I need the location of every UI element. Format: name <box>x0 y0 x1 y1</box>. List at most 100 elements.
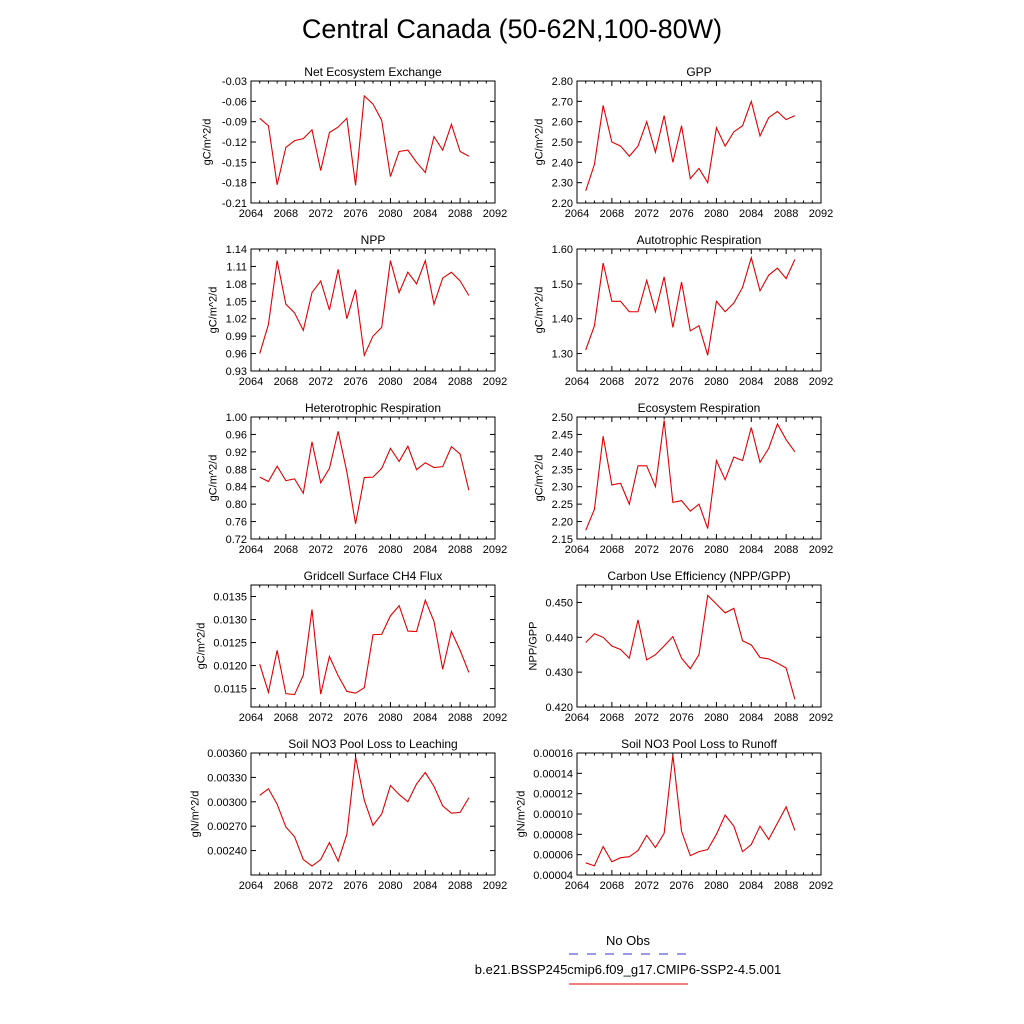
legend-label-no-obs: No Obs <box>606 933 651 948</box>
plot-frame <box>576 80 822 204</box>
x-tick-label: 2084 <box>739 880 763 892</box>
x-tick-label: 2072 <box>308 880 332 892</box>
x-tick-label: 2076 <box>343 712 367 724</box>
y-tick-label: 0.00004 <box>533 870 573 882</box>
y-tick-label: 2.80 <box>552 76 573 88</box>
y-tick-label: 0.00330 <box>207 772 247 784</box>
x-tick-label: 2092 <box>809 544 833 556</box>
y-tick-label: -0.12 <box>222 137 247 149</box>
x-tick-label: 2072 <box>308 712 332 724</box>
y-tick-label: 2.20 <box>552 198 573 210</box>
y-tick-label: 0.0125 <box>213 638 247 650</box>
x-tick-label: 2084 <box>739 712 763 724</box>
x-tick-label: 2084 <box>739 208 763 220</box>
y-tick-label: 0.88 <box>226 464 247 476</box>
plot-frame <box>576 584 822 708</box>
x-tick-label: 2068 <box>600 880 624 892</box>
y-axis-label: gC/m^2/d <box>534 455 546 502</box>
y-tick-label: 1.60 <box>552 244 573 256</box>
y-tick-label: 0.99 <box>226 331 247 343</box>
y-tick-label: 2.50 <box>552 137 573 149</box>
y-tick-label: 0.80 <box>226 499 247 511</box>
x-tick-label: 2084 <box>739 376 763 388</box>
x-tick-label: 2068 <box>274 880 298 892</box>
panel-title: Gridcell Surface CH4 Flux <box>304 569 443 583</box>
panel-3: NPP 2064 2068 2072 2076 2080 2084 2088 2092 0.93 0… <box>208 233 508 388</box>
x-tick-label: 2088 <box>774 544 798 556</box>
y-tick-label: 2.70 <box>552 96 573 108</box>
x-tick-label: 2092 <box>809 712 833 724</box>
panel-9: Soil NO3 Pool Loss to Leaching 2064 2068 20… <box>189 737 507 892</box>
y-axis-label: gC/m^2/d <box>534 119 546 166</box>
x-tick-label: 2092 <box>483 208 507 220</box>
legend: No Obs b.e21.BSSP245cmip6.f09_g17.CMIP6-… <box>475 933 781 985</box>
y-tick-label: 0.0135 <box>213 592 247 604</box>
x-tick-label: 2092 <box>809 208 833 220</box>
series-line-1 <box>259 258 470 358</box>
x-tick-label: 2064 <box>239 376 263 388</box>
panel-title: Ecosystem Respiration <box>638 401 761 415</box>
x-tick-label: 2080 <box>704 712 728 724</box>
x-tick-label: 2076 <box>343 880 367 892</box>
y-tick-label: -0.03 <box>222 76 247 88</box>
y-tick-label: 0.00014 <box>533 768 573 780</box>
x-tick-label: 2072 <box>634 376 658 388</box>
plot-frame <box>250 248 496 372</box>
x-tick-label: 2092 <box>483 712 507 724</box>
x-tick-label: 2064 <box>239 544 263 556</box>
y-tick-label: 1.50 <box>552 279 573 291</box>
x-tick-label: 2084 <box>739 544 763 556</box>
y-tick-label: 0.93 <box>226 366 247 378</box>
y-tick-label: 2.35 <box>552 464 573 476</box>
x-tick-label: 2076 <box>343 544 367 556</box>
x-tick-label: 2076 <box>669 208 693 220</box>
x-tick-label: 2080 <box>378 712 402 724</box>
x-tick-label: 2076 <box>669 712 693 724</box>
y-tick-label: 2.40 <box>552 157 573 169</box>
x-tick-label: 2080 <box>704 208 728 220</box>
x-tick-label: 2076 <box>669 544 693 556</box>
plot-frame <box>250 80 496 204</box>
series-line-1 <box>585 99 796 191</box>
x-tick-label: 2068 <box>274 208 298 220</box>
x-tick-label: 2076 <box>669 880 693 892</box>
x-tick-label: 2068 <box>274 376 298 388</box>
y-tick-label: 2.25 <box>552 499 573 511</box>
x-tick-label: 2064 <box>239 208 263 220</box>
plot-frame <box>250 752 496 876</box>
panel-8: Carbon Use Efficiency (NPP/GPP) 2064 2068 2… <box>528 569 834 724</box>
y-tick-label: 0.00300 <box>207 797 247 809</box>
y-tick-label: 1.05 <box>226 296 247 308</box>
series-line-1 <box>585 594 796 700</box>
x-tick-label: 2080 <box>378 880 402 892</box>
y-tick-label: 0.76 <box>226 517 247 529</box>
plot-frame <box>250 416 496 540</box>
x-tick-label: 2088 <box>448 544 472 556</box>
panel-4: Autotrophic Respiration 2064 2068 2072 2076 2… <box>534 233 834 388</box>
series-line-1 <box>585 255 796 356</box>
series-line-1 <box>585 754 796 867</box>
panel-group: Net Ecosystem Exchange 2064 2068 2072 2076 20… <box>189 65 833 892</box>
panel-title: Soil NO3 Pool Loss to Runoff <box>621 737 778 751</box>
y-tick-label: 0.00012 <box>533 789 573 801</box>
x-tick-label: 2072 <box>634 208 658 220</box>
x-tick-label: 2080 <box>704 880 728 892</box>
x-tick-label: 2064 <box>565 880 589 892</box>
x-tick-label: 2088 <box>448 880 472 892</box>
x-tick-label: 2072 <box>308 208 332 220</box>
x-tick-label: 2064 <box>565 376 589 388</box>
x-tick-label: 2084 <box>413 376 437 388</box>
x-tick-label: 2068 <box>274 712 298 724</box>
y-tick-label: 0.00240 <box>207 846 247 858</box>
y-tick-label: 0.84 <box>226 482 247 494</box>
x-tick-label: 2092 <box>809 880 833 892</box>
y-tick-label: 0.00360 <box>207 748 247 760</box>
x-tick-label: 2072 <box>308 544 332 556</box>
y-tick-label: 0.96 <box>226 349 247 361</box>
y-tick-label: 0.00270 <box>207 821 247 833</box>
y-axis-label: gC/m^2/d <box>208 287 220 334</box>
x-tick-label: 2080 <box>704 544 728 556</box>
y-tick-label: 2.40 <box>552 447 573 459</box>
x-tick-label: 2084 <box>413 712 437 724</box>
